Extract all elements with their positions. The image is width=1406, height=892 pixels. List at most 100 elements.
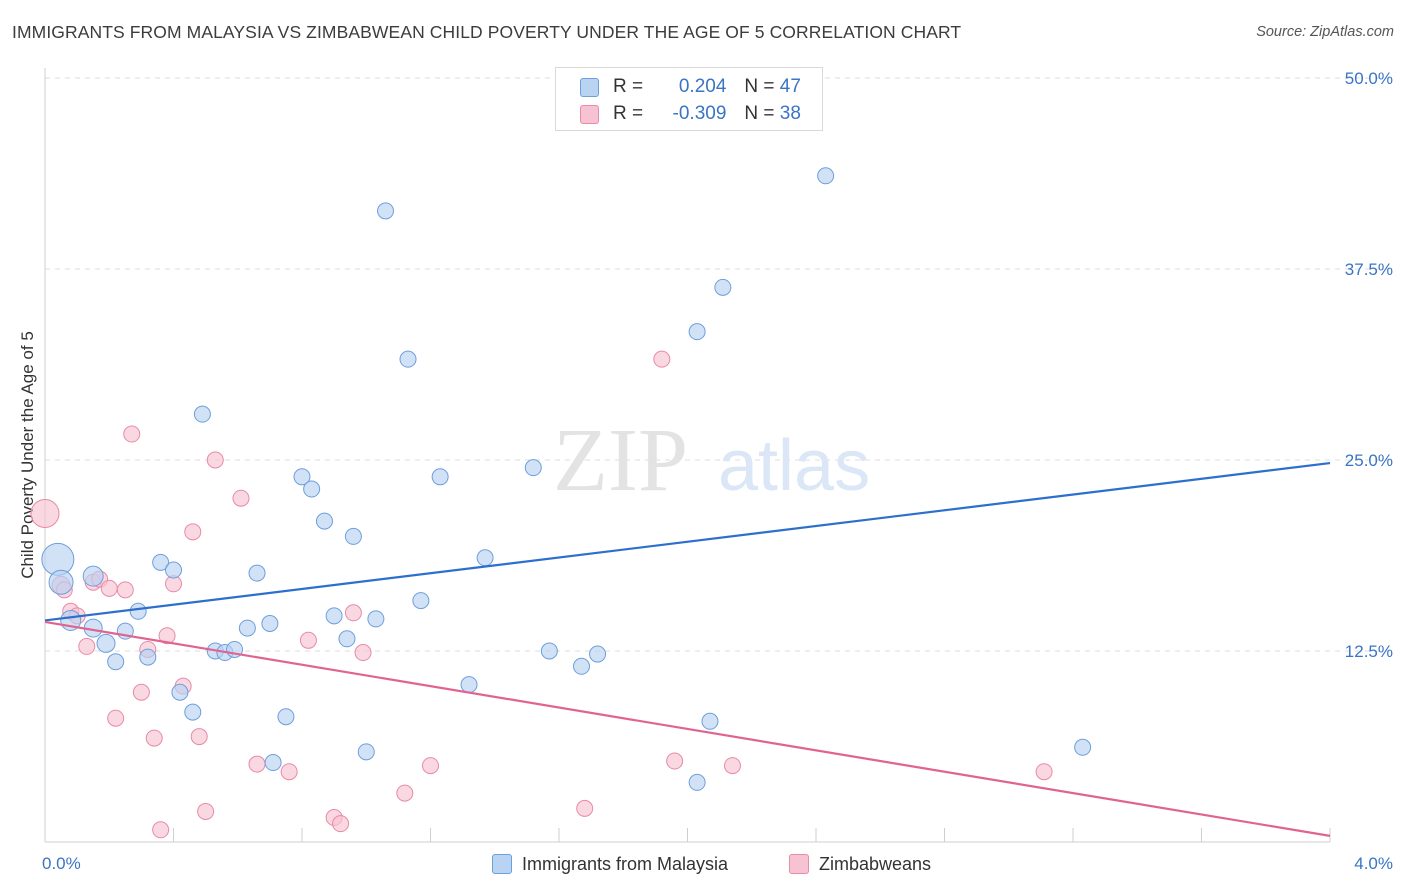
zimbabweans-point (116, 581, 134, 599)
y-axis-label: Child Poverty Under the Age of 5 (18, 331, 37, 579)
malaysia-point (1074, 738, 1092, 756)
malaysia-point (701, 712, 719, 730)
watermark-atlas: atlas (718, 426, 870, 506)
malaysia-point (238, 619, 256, 637)
zimbabweans-point (396, 784, 414, 802)
legend-r-value-pink: -0.309 (672, 103, 727, 124)
zimbabweans-point (723, 757, 741, 775)
y-tick-label: 37.5% (1345, 260, 1393, 279)
zimbabweans-point (344, 604, 362, 622)
malaysia-point (344, 527, 362, 545)
zimbabweans-point (78, 637, 96, 655)
zimbabweans-point (158, 627, 176, 645)
malaysia-point (248, 564, 266, 582)
zimbabweans-point (30, 498, 60, 528)
bottom-legend-swatch-pink (789, 854, 809, 874)
zimbabweans-point (332, 815, 350, 833)
zimbabweans-point (184, 523, 202, 541)
malaysia-point (431, 468, 449, 486)
malaysia-point (171, 683, 189, 701)
zimbabweans-point (299, 631, 317, 649)
malaysia-point (367, 610, 385, 628)
legend-swatch-pink (580, 104, 599, 124)
zimbabweans-point (145, 729, 163, 747)
zimbabweans-point (576, 799, 594, 817)
malaysia-point (714, 278, 732, 296)
zimbabweans-point (197, 802, 215, 820)
zimbabweans-point (206, 451, 224, 469)
watermark: ZIP atlas (553, 411, 870, 510)
legend-r-label: R = (613, 103, 644, 124)
malaysia-point (82, 565, 104, 587)
malaysia-point (338, 630, 356, 648)
watermark-zip: ZIP (553, 411, 688, 510)
malaysia-point (184, 703, 202, 721)
malaysia-point (193, 405, 211, 423)
zimbabweans-point (100, 579, 118, 597)
malaysia-point (572, 657, 590, 675)
y-tick-label: 50.0% (1345, 69, 1393, 88)
zimbabweans-point (280, 763, 298, 781)
malaysia-point (476, 549, 494, 567)
malaysia-point (357, 743, 375, 761)
malaysia-point (524, 459, 542, 477)
malaysia-point (139, 648, 157, 666)
bottom-legend-swatch-blue (492, 854, 512, 874)
malaysia-point (165, 561, 182, 579)
legend-n-value-pink: 38 (779, 103, 801, 124)
legend-n-value-blue: 47 (779, 76, 801, 97)
malaysia-point (460, 676, 478, 694)
malaysia-point (325, 607, 343, 625)
legend-r-value-blue: 0.204 (678, 76, 727, 97)
bottom-legend-malaysia: Immigrants from Malaysia (492, 851, 728, 877)
correlation-legend: R = 0.204 N = 47 R = -0.309 N = 38 (555, 67, 823, 131)
zimbabweans-point (1035, 763, 1053, 781)
bottom-legend-label-malaysia: Immigrants from Malaysia (522, 853, 729, 874)
malaysia-point (688, 773, 706, 791)
bottom-legend-label-zimbabweans: Zimbabweans (819, 853, 932, 874)
malaysia-point (129, 602, 147, 620)
chart-title: IMMIGRANTS FROM MALAYSIA VS ZIMBABWEAN C… (12, 22, 962, 42)
malaysia-point (315, 512, 333, 530)
zimbabweans-point (666, 752, 684, 770)
malaysia-point (293, 468, 311, 486)
zimbabweans-trend-line (44, 620, 1331, 837)
malaysia-point (817, 167, 835, 185)
bottom-legend-zimbabweans: Zimbabweans (789, 851, 931, 877)
legend-row-zimbabweans: R = -0.309 N = 38 (580, 102, 801, 126)
malaysia-point (412, 592, 430, 610)
zimbabweans-point (123, 425, 141, 443)
malaysia-point (264, 754, 282, 772)
legend-r-label: R = (613, 76, 644, 97)
y-tick-label: 25.0% (1345, 451, 1393, 470)
legend-swatch-blue (580, 77, 599, 97)
grid-lines (45, 77, 1395, 652)
zimbabweans-point (190, 728, 208, 746)
zimbabweans-point (354, 644, 372, 662)
malaysia-point (688, 323, 706, 341)
malaysia-trend-line (44, 461, 1331, 622)
x-tick-label-min: 0.0% (42, 854, 81, 873)
zimbabweans-point (107, 709, 125, 727)
malaysia-point (152, 553, 170, 571)
zimbabweans-point (232, 489, 250, 507)
legend-n-label: N = (744, 103, 775, 124)
malaysia-point (261, 614, 279, 632)
malaysia-point (377, 202, 395, 220)
y-tick-label: 12.5% (1345, 642, 1393, 661)
malaysia-point (540, 642, 558, 660)
zimbabweans-point (248, 755, 266, 773)
legend-row-malaysia: R = 0.204 N = 47 (580, 75, 801, 99)
malaysia-point (399, 350, 417, 368)
zimbabweans-point (653, 350, 671, 368)
trend-lines (44, 461, 1331, 837)
zimbabweans-point (152, 821, 170, 839)
zimbabweans-point (132, 683, 150, 701)
zimbabweans-point (422, 757, 439, 775)
malaysia-point (48, 569, 74, 595)
malaysia-point (107, 653, 125, 671)
legend-n-label: N = (744, 76, 775, 97)
malaysia-points (41, 167, 1092, 791)
malaysia-point (96, 633, 116, 653)
